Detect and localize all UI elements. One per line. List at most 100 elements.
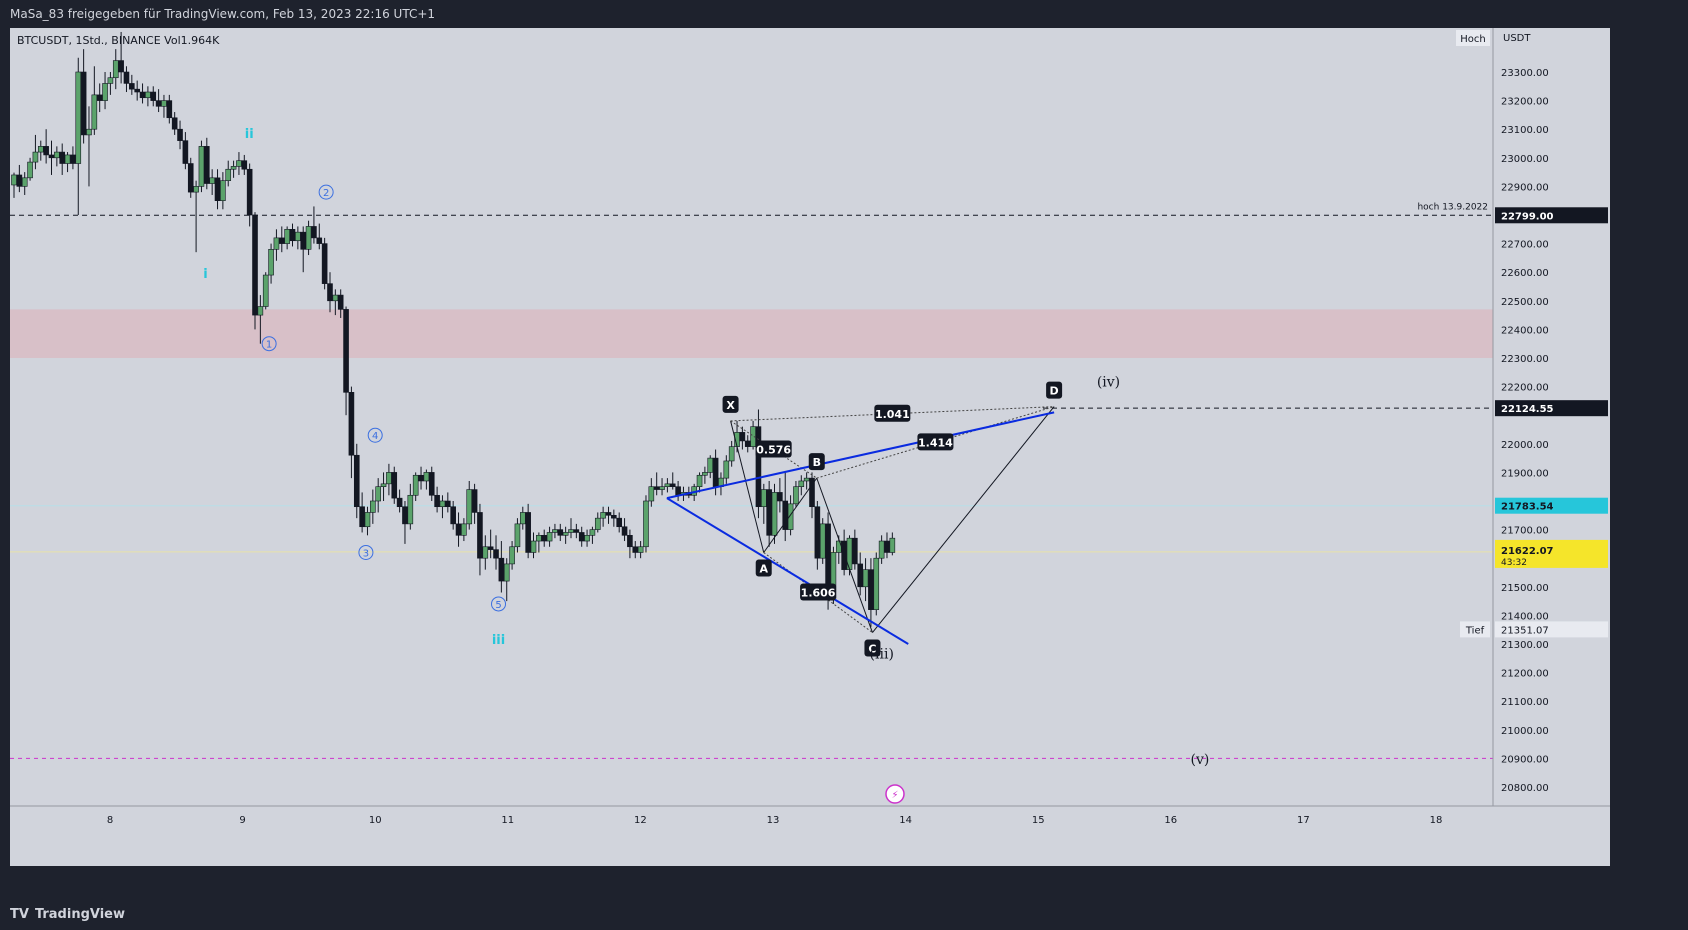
chart-pane[interactable]: hoch 13.9.2022 1.041 0.576 1.414 1.606 X A B C D 1… [10,28,1610,866]
time-tick-label: 15 [1032,815,1045,826]
candle-body [252,214,258,316]
upper-trendline[interactable] [666,411,1055,500]
chart-background [10,28,1610,866]
pattern-point-badge [1046,381,1063,399]
fib-ratio-badge [874,404,911,422]
blue-price-tag: 21783.54 [1501,502,1554,513]
footer: 𝗧𝗩 TradingView [0,900,1688,930]
candle-body [155,100,162,107]
candle-body [166,100,173,119]
price-tick-label: 23000.00 [1501,154,1549,165]
candle-body [648,486,655,502]
pattern-leg-xa [730,420,765,553]
tief-badge: Tief [1465,625,1485,636]
time-tick-label: 18 [1430,815,1443,826]
candle-body [519,512,526,525]
candle-body [359,506,365,528]
wave-label-major: (iii) [870,646,894,662]
tief-price-tag: 21351.07 [1501,625,1549,636]
resistance-zone [10,309,1493,358]
candle-body [669,483,676,487]
candle-body [455,523,462,536]
candle-body [611,514,617,519]
tradingview-logo[interactable]: 𝗧𝗩 TradingView [0,907,125,922]
candle-body [182,140,189,164]
candle-body [407,494,414,525]
wave-circle [318,184,334,200]
current-price-tag: 21622.07 [1501,546,1554,557]
wave-label-iii: iii [492,633,505,648]
candle-body [798,480,805,488]
candle-body [653,486,660,490]
candle-body [220,180,226,201]
candle-body [236,160,242,167]
candle-body [402,506,408,525]
price-tick-label: 21100.00 [1501,697,1549,708]
candle-body [761,489,767,508]
candle-body [852,537,858,565]
lightning-icon[interactable] [885,784,905,804]
symbol-legend: BTCUSDT, 1Std., BINANCE Vol1.964K [17,34,220,47]
candle-body [278,237,285,244]
time-tick-label: 17 [1297,815,1310,826]
time-tick-label: 10 [369,815,382,826]
candle-body [536,535,542,542]
hoch-badge: Hoch [1460,34,1485,45]
candle-body [118,60,124,73]
candle-body [257,306,264,316]
candle-body [214,177,221,202]
wave-label-1: 1 [266,340,272,351]
candle-body [728,446,735,462]
candle-body [637,546,644,553]
candle-body [809,477,815,508]
candle-countdown: 43:32 [1501,558,1527,568]
fib-ratio-label: 0.576 [756,444,791,457]
candle-body [621,526,628,536]
candle-body [48,154,55,159]
pattern-point-a: A [759,562,768,575]
candle-body [498,557,505,582]
price-tick-label: 22600.00 [1501,268,1549,279]
fib-ratio-badge [800,583,837,601]
candle-body [343,309,349,393]
candle-body [43,146,49,156]
price-tick-label: 21500.00 [1501,583,1549,594]
candle-body [311,226,317,239]
candle-body [503,563,510,582]
candle-body [102,83,108,101]
time-tick-label: 13 [767,815,780,826]
price-axis[interactable] [1493,28,1610,866]
hoch-badge-bg [1456,30,1490,46]
time-tick-label: 14 [899,815,912,826]
candle-body [707,457,714,473]
tv-logo-icon: 𝗧𝗩 [10,907,29,922]
candle-body [86,128,92,136]
price-tick-label: 20800.00 [1501,783,1549,794]
hoch-price-tag-bg [1495,207,1608,224]
pattern-point-x: X [726,399,735,412]
candle-body [696,474,703,488]
candle-body [445,500,451,508]
price-tick-label: 21300.00 [1501,640,1549,651]
candle-body [246,168,253,216]
candle-body [348,392,355,456]
candle-body [659,486,665,490]
price-chart[interactable]: hoch 13.9.2022 1.041 0.576 1.414 1.606 X A B C D 1… [10,28,1610,866]
fib-ratio-label: 1.414 [918,436,953,449]
price-tick-label: 23300.00 [1501,68,1549,79]
candle-body [493,549,499,559]
pattern-point-b: B [813,456,821,469]
price-tick-label: 22300.00 [1501,354,1549,365]
candle-body [803,477,810,482]
pattern-leg-ab [763,477,818,553]
wave-label-i: i [203,267,207,282]
candle-body [482,546,489,559]
brand-name: TradingView [34,907,125,922]
lower-trendline[interactable] [666,497,909,645]
time-axis[interactable] [10,806,1610,866]
price-tick-label: 22500.00 [1501,297,1549,308]
price-tick-label: 21700.00 [1501,526,1549,537]
fib-ratio-label: 1.041 [875,408,910,421]
candle-body [32,151,39,163]
pattern-point-badge [808,453,825,471]
